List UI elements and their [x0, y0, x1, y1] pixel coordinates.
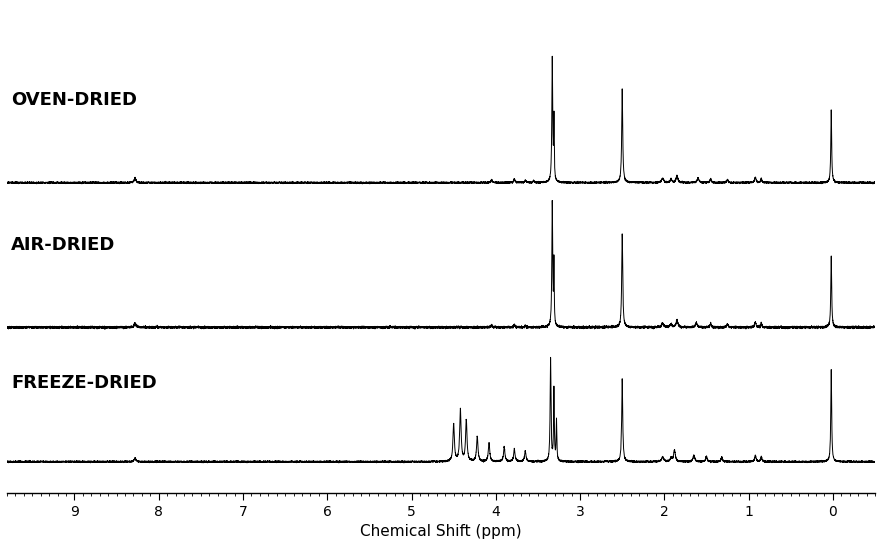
- Text: AIR-DRIED: AIR-DRIED: [11, 236, 116, 254]
- Text: OVEN-DRIED: OVEN-DRIED: [11, 91, 138, 109]
- X-axis label: Chemical Shift (ppm): Chemical Shift (ppm): [360, 524, 522, 539]
- Text: FREEZE-DRIED: FREEZE-DRIED: [11, 374, 157, 392]
